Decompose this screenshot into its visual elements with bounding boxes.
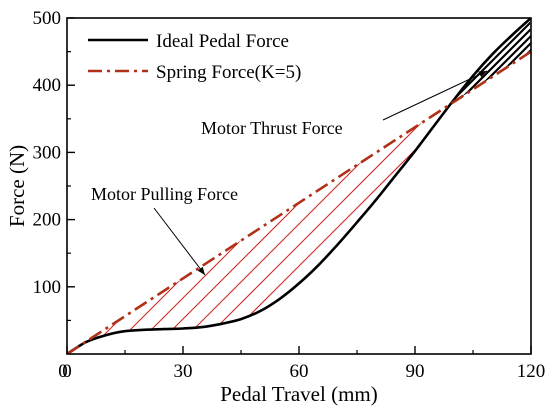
hatch-line [450, 18, 531, 104]
hatch-motor-thrust [450, 0, 550, 394]
hatch-line [401, 103, 451, 354]
hatch-line [487, 18, 531, 104]
y-tick-label: 500 [33, 8, 62, 29]
hatch-line [450, 18, 531, 104]
hatch-line [450, 18, 531, 104]
hatch-line [450, 18, 531, 104]
hatch-line [494, 18, 531, 104]
x-tick-label: 90 [406, 361, 425, 382]
hatch-motor-pulling [67, 0, 550, 394]
annotation-pulling: Motor Pulling Force [91, 184, 238, 276]
x-tick-label: 0 [62, 361, 72, 382]
hatch-line [529, 18, 531, 104]
hatch-line [450, 18, 531, 104]
hatch-line [450, 18, 531, 104]
y-tick-label: 400 [33, 75, 62, 96]
hatch-line [450, 18, 531, 104]
axis-ticks: 0 30 60 90 120 100 200 300 400 500 0 [33, 8, 546, 382]
hatch-line [191, 103, 451, 354]
hatch-line [450, 18, 531, 104]
hatch-line [537, 0, 550, 394]
hatch-line [450, 18, 531, 104]
annotation-pulling-label: Motor Pulling Force [91, 184, 238, 204]
y-axis-title: Force (N) [5, 145, 29, 227]
hatch-line [450, 18, 531, 104]
hatch-line [380, 103, 451, 354]
legend-label-ideal: Ideal Pedal Force [156, 31, 289, 52]
legend: Ideal Pedal Force Spring Force(K=5) [88, 31, 301, 83]
hatch-line [450, 18, 531, 104]
hatch-line [233, 103, 451, 354]
hatch-line [450, 18, 531, 104]
series-line-spring-force [67, 50, 531, 354]
x-tick-label: 120 [517, 361, 546, 382]
hatch-line [450, 18, 531, 104]
origin-tick-label: 0 [58, 361, 68, 382]
hatch-line [450, 18, 531, 104]
x-tick-label: 30 [174, 361, 193, 382]
x-tick-label: 60 [290, 361, 309, 382]
hatch-line [450, 18, 531, 104]
hatch-line [450, 18, 531, 104]
hatch-line [450, 18, 531, 104]
annotation-thrust-label: Motor Thrust Force [201, 118, 343, 138]
hatch-line [296, 103, 451, 354]
legend-label-spring: Spring Force(K=5) [156, 62, 301, 83]
hatch-line [450, 18, 531, 104]
hatch-line [450, 18, 531, 104]
hatch-line [450, 18, 531, 104]
y-tick-label: 100 [33, 277, 62, 298]
hatch-line [254, 103, 451, 354]
hatch-line [522, 18, 531, 104]
hatch-line [450, 18, 531, 104]
hatch-line [450, 18, 531, 104]
annotation-thrust: Motor Thrust Force [201, 70, 488, 138]
hatch-line [450, 18, 531, 104]
hatch-line [544, 0, 550, 394]
hatch-line [473, 18, 531, 104]
y-tick-label: 200 [33, 210, 62, 231]
y-tick-label: 300 [33, 142, 62, 163]
hatch-line [459, 18, 531, 104]
series-lines [67, 18, 531, 354]
hatch-line [450, 18, 531, 104]
annotation-thrust-arrow [382, 70, 488, 121]
series-line-ideal-pedal-force [67, 18, 531, 354]
hatch-line [443, 103, 451, 354]
hatch-line [338, 103, 451, 354]
x-axis-title: Pedal Travel (mm) [220, 382, 378, 406]
hatch-line [450, 18, 531, 104]
hatch-regions [67, 0, 550, 394]
hatch-line [486, 0, 550, 394]
annotation-pulling-arrow [153, 207, 206, 276]
